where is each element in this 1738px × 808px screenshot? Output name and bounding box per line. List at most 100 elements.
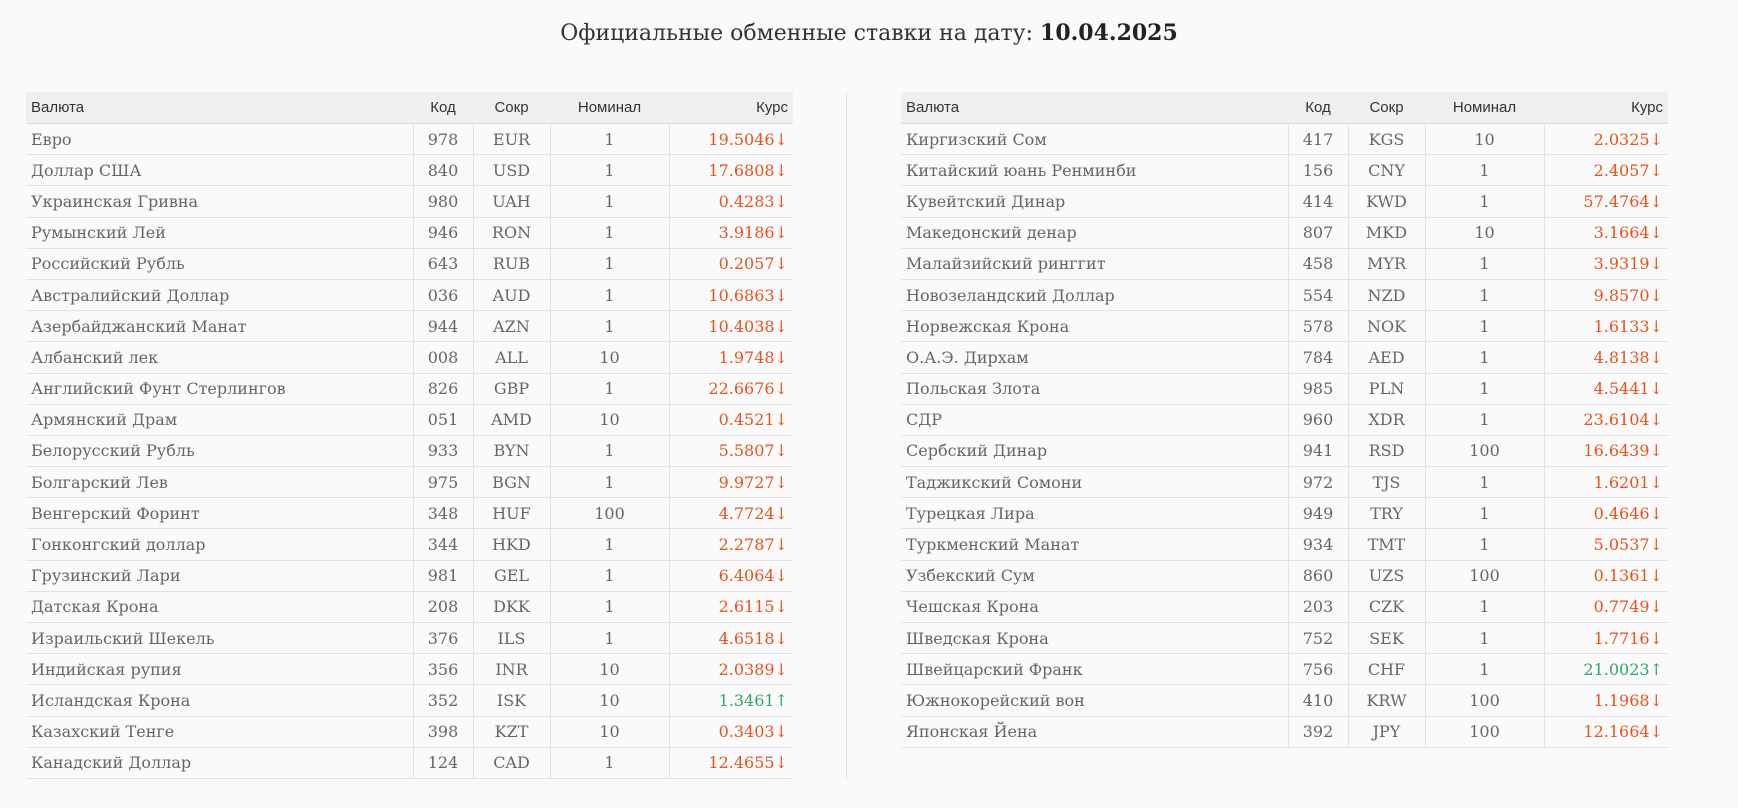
table-row: Шведская Крона 752 SEK 1 1.7716↓ — [901, 622, 1668, 655]
arrow-down-icon: ↓ — [774, 753, 788, 773]
currency-name-cell: Белорусский Рубль — [26, 435, 413, 468]
currency-abbr-cell: USD — [472, 154, 550, 187]
currency-abbr-cell: CNY — [1347, 154, 1425, 187]
currency-nominal-cell: 1 — [1424, 341, 1544, 374]
rates-table-left: Валюта Код Сокр Номинал Курс Евро 978 EUR 1… — [26, 92, 793, 779]
currency-name-cell: О.А.Э. Дирхам — [901, 341, 1288, 374]
currency-rate-cell: 4.8138↓ — [1543, 341, 1668, 374]
currency-name-cell: Казахский Тенге — [26, 716, 413, 748]
currency-abbr-cell: INR — [472, 653, 550, 686]
page-title: Официальные обменные ставки на дату: 10.… — [0, 20, 1738, 46]
column-header-code: Код — [1288, 92, 1348, 124]
column-header-nominal: Номинал — [550, 92, 669, 124]
currency-name-cell: Албанский лек — [26, 341, 413, 374]
currency-abbr-cell: GEL — [472, 560, 550, 592]
arrow-down-icon: ↓ — [1649, 347, 1663, 367]
currency-name-cell: Кувейтский Динар — [901, 185, 1288, 218]
table-row: Венгерский Форинт 348 HUF 100 4.7724↓ — [26, 497, 793, 530]
arrow-down-icon: ↓ — [774, 410, 788, 430]
rate-value: 1.3461 — [718, 690, 775, 710]
currency-rate-cell: 2.0389↓ — [668, 653, 793, 686]
currency-rate-cell: 0.1361↓ — [1543, 560, 1668, 592]
currency-name-cell: СДР — [901, 404, 1288, 436]
currency-abbr-cell: TJS — [1347, 466, 1425, 499]
currency-code-cell: 348 — [412, 497, 473, 530]
currency-abbr-cell: KRW — [1347, 684, 1425, 717]
currency-rate-cell: 12.1664↓ — [1543, 716, 1668, 748]
currency-name-cell: Новозеландский Доллар — [901, 279, 1288, 312]
rate-value: 5.0537 — [1593, 535, 1650, 555]
rate-value: 2.0389 — [718, 659, 775, 679]
table-row: СДР 960 XDR 1 23.6104↓ — [901, 404, 1668, 436]
currency-abbr-cell: XDR — [1347, 404, 1425, 436]
currency-abbr-cell: RSD — [1347, 435, 1425, 468]
currency-rate-cell: 12.4655↓ — [668, 747, 793, 779]
currency-name-cell: Малайзийский ринггит — [901, 248, 1288, 280]
currency-rate-cell: 0.2057↓ — [668, 248, 793, 280]
currency-abbr-cell: EUR — [472, 123, 550, 156]
table-row: Украинская Гривна 980 UAH 1 0.4283↓ — [26, 185, 793, 218]
arrow-down-icon: ↓ — [774, 722, 788, 742]
currency-code-cell: 208 — [412, 591, 473, 624]
currency-name-cell: Японская Йена — [901, 716, 1288, 748]
table-row: Албанский лек 008 ALL 10 1.9748↓ — [26, 341, 793, 374]
currency-code-cell: 392 — [1287, 716, 1348, 748]
table-row: Китайский юань Ренминби 156 CNY 1 2.4057↓ — [901, 154, 1668, 187]
rates-table-right-container: Валюта Код Сокр Номинал Курс Киргизский … — [901, 92, 1668, 748]
column-header-abbr: Сокр — [1348, 92, 1425, 124]
currency-name-cell: Узбекский Сум — [901, 560, 1288, 592]
rate-value: 0.2057 — [718, 254, 775, 274]
table-row: Киргизский Сом 417 KGS 10 2.0325↓ — [901, 123, 1668, 156]
rate-value: 4.8138 — [1593, 347, 1650, 367]
currency-nominal-cell: 10 — [549, 341, 669, 374]
currency-abbr-cell: MKD — [1347, 217, 1425, 249]
currency-name-cell: Киргизский Сом — [901, 123, 1288, 156]
currency-nominal-cell: 100 — [1424, 716, 1544, 748]
currency-name-cell: Евро — [26, 123, 413, 156]
currency-rate-cell: 4.5441↓ — [1543, 373, 1668, 405]
table-row: Польская Злота 985 PLN 1 4.5441↓ — [901, 373, 1668, 405]
rate-value: 1.6133 — [1593, 316, 1650, 336]
rate-value: 22.6676 — [708, 379, 775, 399]
currency-code-cell: 980 — [412, 185, 473, 218]
arrow-up-icon: ↑ — [774, 690, 788, 710]
rate-value: 2.2787 — [718, 535, 775, 555]
currency-abbr-cell: ALL — [472, 341, 550, 374]
currency-rate-cell: 4.7724↓ — [668, 497, 793, 530]
page-title-prefix: Официальные обменные ставки на дату: — [560, 21, 1034, 46]
currency-code-cell: 356 — [412, 653, 473, 686]
table-row: Сербский Динар 941 RSD 100 16.6439↓ — [901, 435, 1668, 468]
currency-nominal-cell: 1 — [1424, 185, 1544, 218]
currency-nominal-cell: 10 — [549, 684, 669, 717]
arrow-up-icon: ↑ — [1649, 659, 1663, 679]
currency-nominal-cell: 1 — [549, 123, 669, 156]
arrow-down-icon: ↓ — [774, 535, 788, 555]
currency-abbr-cell: HKD — [472, 528, 550, 561]
rate-value: 4.5441 — [1593, 379, 1650, 399]
table-row: Азербайджанский Манат 944 AZN 1 10.4038↓ — [26, 310, 793, 343]
rate-value: 1.6201 — [1593, 472, 1650, 492]
currency-name-cell: Чешская Крона — [901, 591, 1288, 624]
currency-rate-cell: 17.6808↓ — [668, 154, 793, 187]
arrow-down-icon: ↓ — [1649, 223, 1663, 243]
currency-nominal-cell: 1 — [549, 248, 669, 280]
currency-code-cell: 414 — [1287, 185, 1348, 218]
arrow-down-icon: ↓ — [1649, 129, 1663, 149]
currency-rate-cell: 10.4038↓ — [668, 310, 793, 343]
currency-rate-cell: 22.6676↓ — [668, 373, 793, 405]
table-row: Чешская Крона 203 CZK 1 0.7749↓ — [901, 591, 1668, 624]
currency-code-cell: 840 — [412, 154, 473, 187]
currency-rate-cell: 2.2787↓ — [668, 528, 793, 561]
table-row: Узбекский Сум 860 UZS 100 0.1361↓ — [901, 560, 1668, 592]
arrow-down-icon: ↓ — [1649, 597, 1663, 617]
currency-abbr-cell: KZT — [472, 716, 550, 748]
rate-value: 57.4764 — [1583, 191, 1650, 211]
currency-name-cell: Таджикский Сомони — [901, 466, 1288, 499]
table-row: Армянский Драм 051 AMD 10 0.4521↓ — [26, 404, 793, 436]
currency-abbr-cell: JPY — [1347, 716, 1425, 748]
rate-value: 0.4283 — [718, 191, 775, 211]
currency-nominal-cell: 1 — [549, 528, 669, 561]
arrow-down-icon: ↓ — [1649, 254, 1663, 274]
column-header-rate: Курс — [669, 92, 793, 124]
arrow-down-icon: ↓ — [774, 347, 788, 367]
